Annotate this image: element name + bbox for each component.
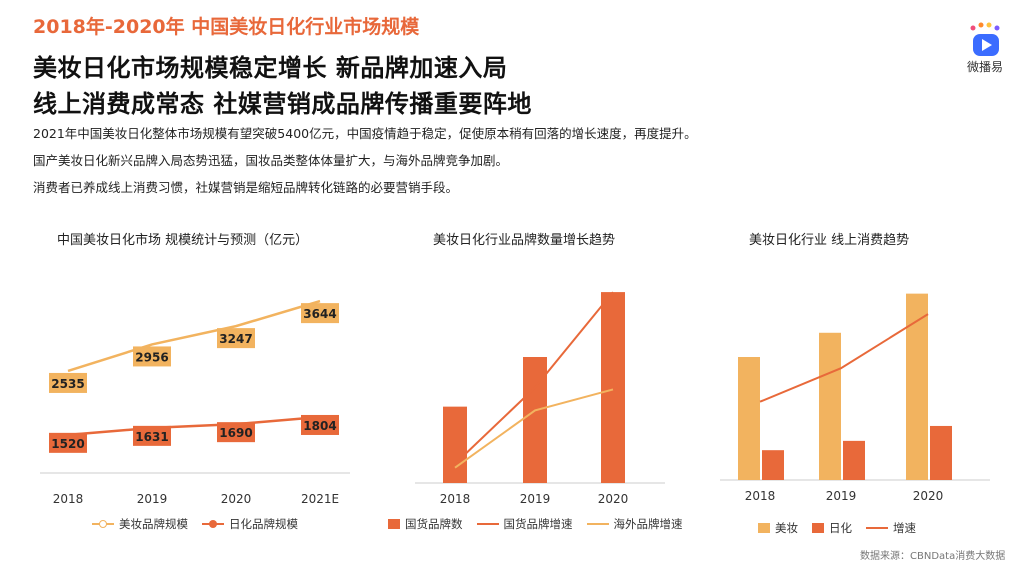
- legend-label: 美妆: [775, 521, 798, 535]
- legend-item-daily: 日化: [812, 520, 852, 536]
- legend-item-beauty-scale: 美妆品牌规模: [92, 516, 188, 532]
- bar: [930, 425, 952, 480]
- data-point-marker: [301, 303, 339, 324]
- x-tick-label: 2019: [826, 489, 857, 503]
- data-source: 数据来源：CBNData消费大数据: [860, 551, 1006, 562]
- legend-item-domestic-count: 国货品牌数: [388, 516, 463, 532]
- chart1-svg: 2535 2956 3247 3644 1520 1631 1690 1804 2018 2019…: [40, 299, 350, 506]
- data-label: 2956: [135, 350, 168, 364]
- bar: [843, 440, 865, 480]
- bullet-3: 消费者已养成线上消费习惯，社媒营销是缩短品牌转化链路的必要营销手段。: [33, 180, 459, 195]
- chart2-title: 美妆日化行业品牌数量增长趋势: [433, 233, 616, 248]
- data-label: 1631: [135, 430, 168, 444]
- data-point-marker: [49, 372, 87, 393]
- data-point-marker: [49, 432, 87, 453]
- series-line: [454, 291, 614, 465]
- legend-label: 日化品牌规模: [229, 517, 298, 531]
- bar-swatch-icon: [758, 523, 770, 533]
- legend-label: 海外品牌增速: [613, 517, 683, 531]
- chart3-title: 美妆日化行业 线上消费趋势: [749, 233, 910, 248]
- series-line: [67, 299, 321, 373]
- data-point-marker: [133, 346, 171, 367]
- chart2-svg: 2018 2019 2020: [415, 291, 665, 506]
- x-tick-label: 2021E: [301, 492, 339, 506]
- bar: [819, 332, 841, 480]
- bar-swatch-icon: [812, 523, 824, 533]
- legend-item-beauty: 美妆: [758, 520, 798, 536]
- data-point-marker: [217, 328, 255, 349]
- bullet-1: 2021年中国美妆日化整体市场规模有望突破5400亿元，中国疫情趋于稳定，促使原…: [33, 126, 697, 141]
- play-logo-icon: [970, 22, 1000, 56]
- legend-item-overseas-growth: 海外品牌增速: [586, 516, 683, 532]
- legend-label: 国货品牌增速: [503, 517, 573, 531]
- x-tick-label: 2018: [745, 489, 776, 503]
- data-point-marker: [301, 414, 339, 435]
- series-line: [67, 415, 321, 437]
- x-tick-label: 2020: [221, 492, 252, 506]
- legend-label: 日化: [829, 521, 852, 535]
- x-tick-label: 2018: [53, 492, 84, 506]
- bar: [443, 406, 467, 483]
- headline-line-2: 线上消费成常态 社媒营销成品牌传播重要阵地: [33, 90, 532, 118]
- data-label: 2535: [51, 377, 84, 391]
- legend-label: 国货品牌数: [405, 517, 463, 531]
- bullet-2: 国产美妆日化新兴品牌入局态势迅猛，国妆品类整体体量扩大，与海外品牌竞争加剧。: [33, 153, 509, 168]
- data-label: 1520: [51, 437, 84, 451]
- line-swatch-icon: [866, 523, 888, 533]
- series-line: [759, 313, 929, 403]
- data-label: 3644: [303, 307, 336, 321]
- data-point-marker: [133, 425, 171, 446]
- legend-item-domestic-growth: 国货品牌增速: [476, 516, 573, 532]
- bar-swatch-icon: [388, 519, 400, 529]
- legend-label: 增速: [893, 521, 916, 535]
- x-tick-label: 2020: [598, 492, 629, 506]
- line-swatch-icon: [476, 519, 499, 529]
- headline-line-1: 美妆日化市场规模稳定增长 新品牌加速入局: [33, 54, 508, 82]
- legend-item-daily-scale: 日化品牌规模: [202, 516, 298, 532]
- bar: [906, 293, 928, 480]
- series-line: [454, 388, 614, 469]
- data-label: 1804: [303, 419, 336, 433]
- chart3-svg: 2018 2019 2020: [720, 293, 990, 503]
- line-marker-icon: [92, 519, 114, 529]
- line-marker-icon: [202, 519, 224, 529]
- chart2-legend: 国货品牌数 国货品牌增速 海外品牌增速: [388, 516, 691, 532]
- chart1-title: 中国美妆日化市场 规模统计与预测（亿元）: [57, 233, 309, 248]
- data-label: 1690: [219, 426, 252, 440]
- section-title: 2018年-2020年 中国美妆日化行业市场规模: [33, 16, 420, 38]
- chart1-legend: 美妆品牌规模 日化品牌规模: [92, 516, 306, 532]
- x-tick-label: 2019: [520, 492, 551, 506]
- x-tick-label: 2020: [913, 489, 944, 503]
- line-swatch-icon: [586, 519, 609, 529]
- x-tick-label: 2018: [440, 492, 471, 506]
- x-tick-label: 2019: [137, 492, 168, 506]
- chart3-legend: 美妆 日化 增速: [758, 520, 924, 536]
- legend-label: 美妆品牌规模: [119, 517, 188, 531]
- bar: [738, 357, 760, 480]
- bar: [762, 450, 784, 480]
- bar: [601, 292, 625, 483]
- brand-logo: 微播易: [955, 20, 1015, 75]
- legend-item-growth: 增速: [866, 520, 916, 536]
- data-point-marker: [217, 422, 255, 443]
- logo-text: 微播易: [966, 60, 1003, 74]
- data-label: 3247: [219, 332, 252, 346]
